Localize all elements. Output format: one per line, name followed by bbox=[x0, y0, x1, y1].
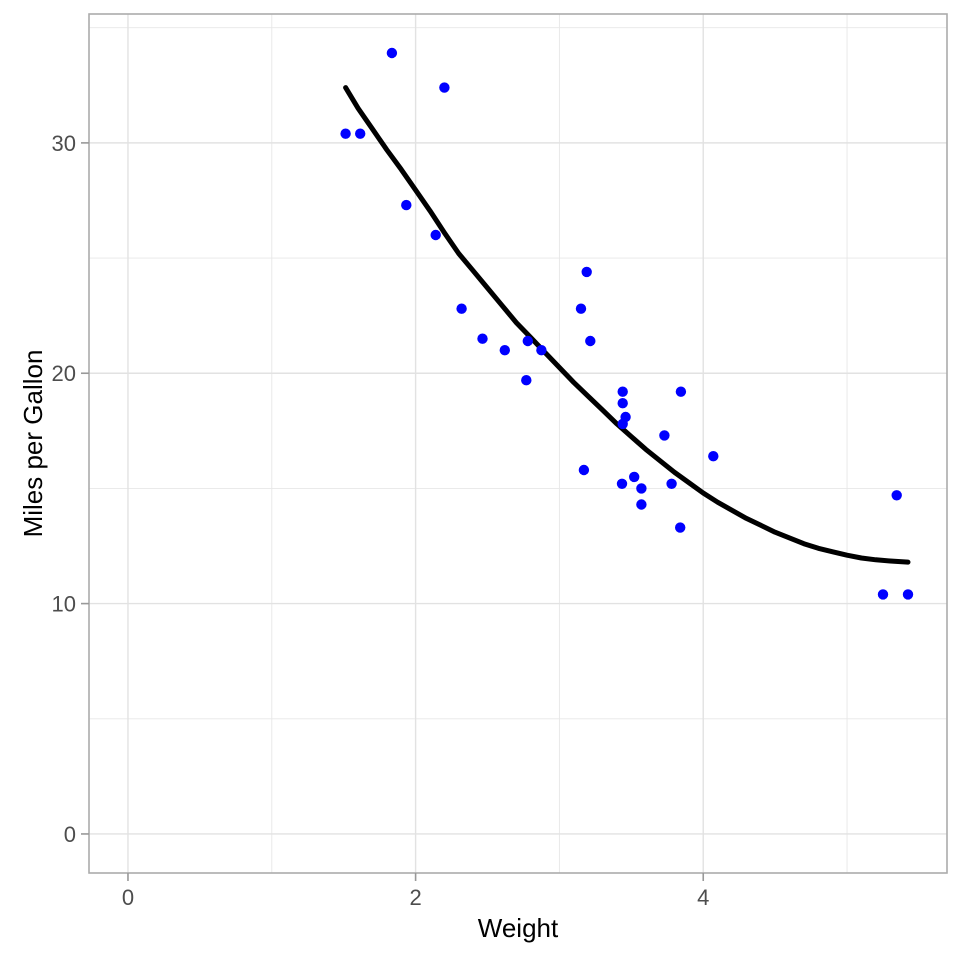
x-tick-label: 4 bbox=[697, 885, 709, 910]
data-point bbox=[636, 483, 647, 494]
axis-tick-marks bbox=[81, 142, 705, 881]
data-point bbox=[578, 464, 590, 476]
x-tick-label: 0 bbox=[122, 885, 134, 910]
data-point bbox=[617, 398, 628, 409]
y-tick-label: 10 bbox=[52, 592, 76, 617]
y-axis-title: Miles per Gallon bbox=[18, 350, 48, 538]
axis-tick-labels: 0 2 4 0 10 20 30 bbox=[52, 131, 710, 910]
data-point bbox=[708, 451, 719, 462]
minor-gridlines bbox=[89, 14, 947, 873]
data-point bbox=[666, 478, 677, 489]
y-tick-label: 20 bbox=[52, 361, 76, 386]
data-point bbox=[675, 386, 687, 397]
data-point bbox=[401, 199, 412, 211]
data-point bbox=[536, 345, 547, 356]
data-point bbox=[617, 386, 628, 397]
data-point bbox=[877, 589, 889, 600]
data-point bbox=[585, 335, 596, 347]
data-point bbox=[439, 82, 450, 93]
y-tick-label: 30 bbox=[52, 131, 76, 156]
smooth-trend-line bbox=[343, 85, 911, 565]
data-point bbox=[522, 335, 533, 347]
major-gridlines bbox=[89, 14, 947, 873]
data-point bbox=[902, 589, 914, 600]
data-point bbox=[340, 128, 351, 139]
data-point bbox=[659, 430, 670, 441]
data-point bbox=[430, 229, 441, 241]
data-point bbox=[636, 499, 647, 510]
data-point bbox=[891, 490, 902, 501]
data-point bbox=[617, 418, 628, 430]
data-point bbox=[616, 478, 628, 489]
y-tick-label: 0 bbox=[64, 822, 76, 847]
data-point bbox=[456, 303, 467, 314]
data-point bbox=[499, 345, 510, 356]
x-axis-title: Weight bbox=[478, 913, 559, 943]
data-point bbox=[355, 128, 366, 139]
scatter-points bbox=[340, 47, 914, 600]
data-point bbox=[675, 522, 686, 533]
data-point bbox=[521, 375, 532, 386]
data-point bbox=[629, 471, 640, 483]
data-point bbox=[581, 266, 592, 278]
x-tick-label: 2 bbox=[409, 885, 421, 910]
panel-border bbox=[88, 13, 948, 874]
data-point bbox=[477, 333, 488, 344]
panel-background bbox=[89, 14, 947, 873]
data-point bbox=[575, 303, 587, 314]
data-point bbox=[386, 47, 398, 59]
